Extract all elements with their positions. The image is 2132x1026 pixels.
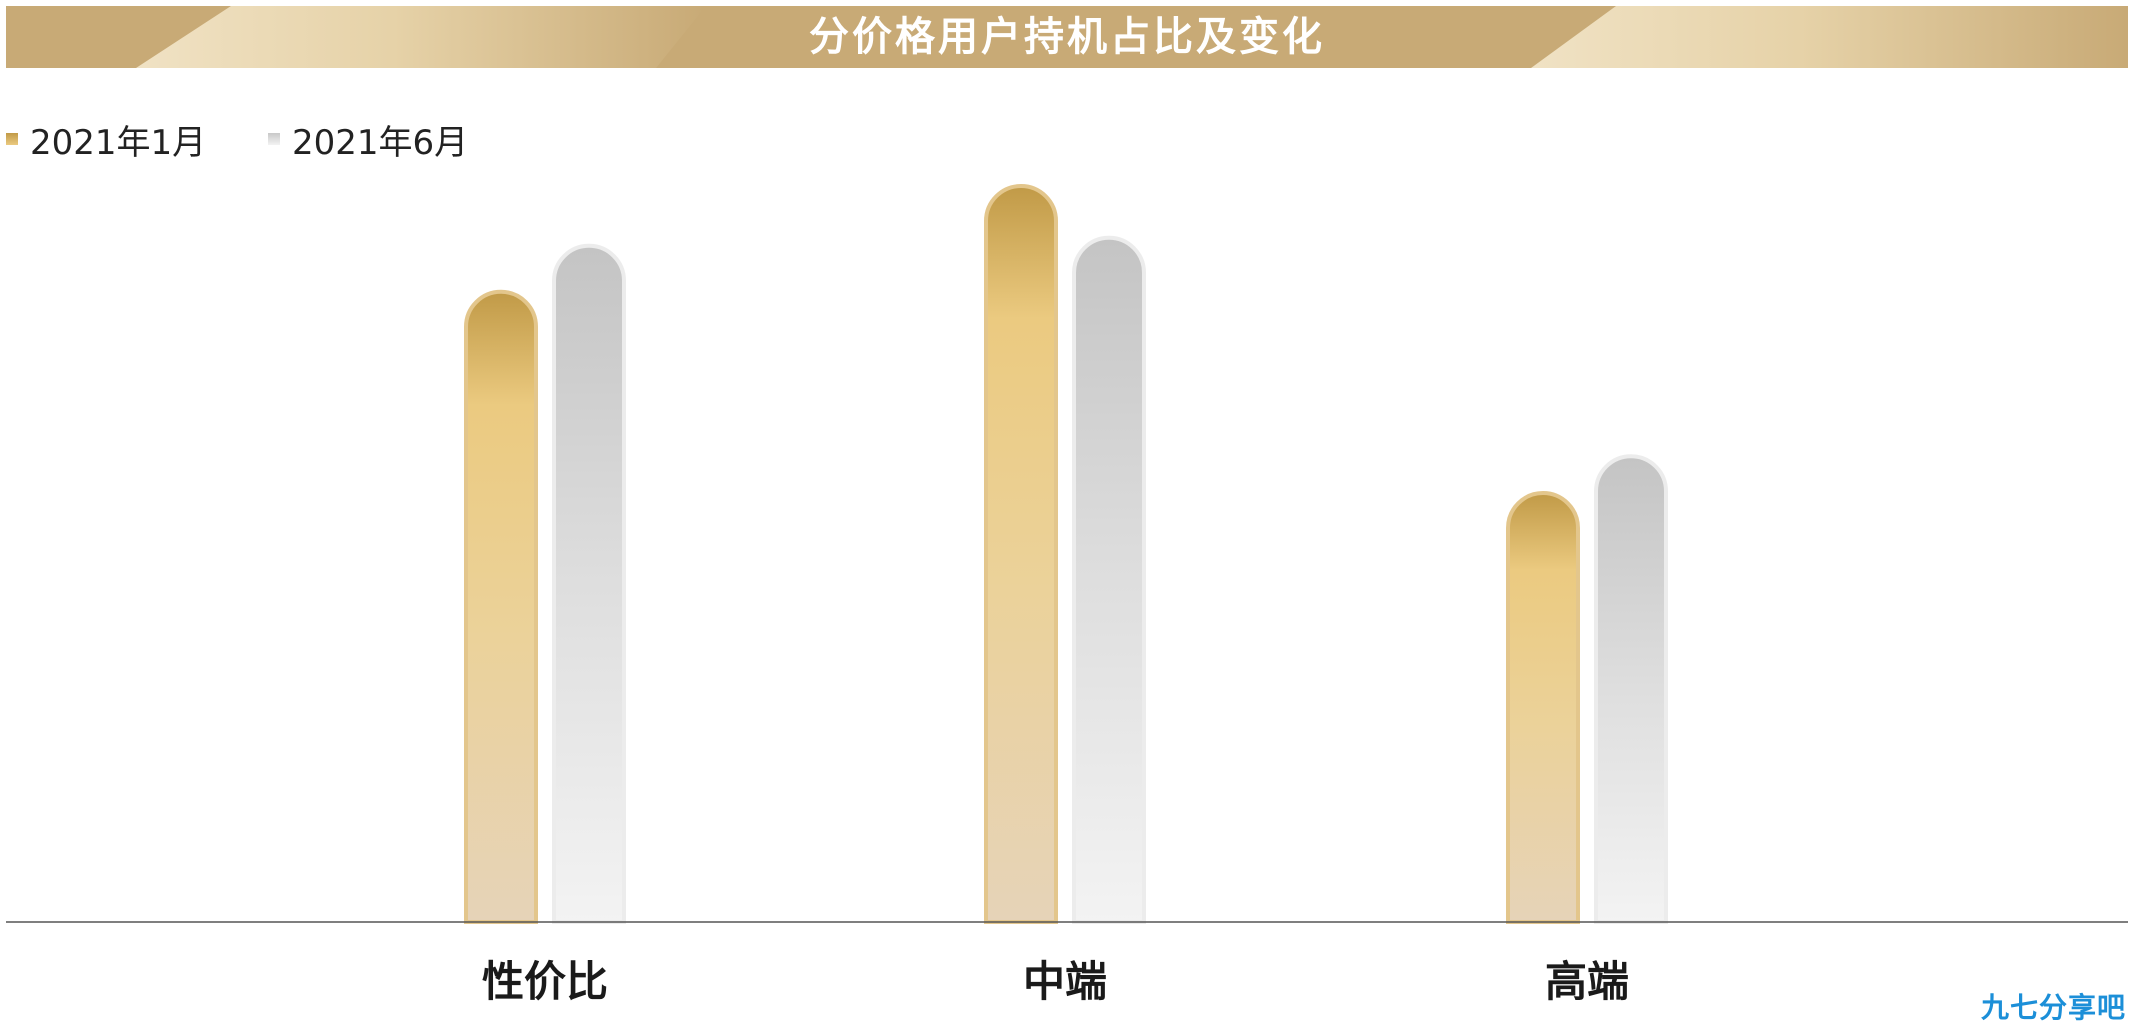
legend-label-jan: 2021年1月 xyxy=(30,122,207,163)
legend-item-jun: 2021年6月 xyxy=(268,114,468,164)
legend-swatch-jan-icon xyxy=(6,133,18,145)
title-banner: 分价格用户持机占比及变化 xyxy=(6,6,2128,68)
bar-jun-0 xyxy=(552,243,626,924)
bar-jan-1 xyxy=(984,184,1058,924)
legend-swatch-jun-icon xyxy=(268,133,280,145)
bar-jan-2 xyxy=(1506,491,1580,924)
x-tick-label-0: 性价比 xyxy=(482,957,608,1006)
watermark-logo: 九七分享吧 xyxy=(1980,991,2126,1024)
legend-label-jun: 2021年6月 xyxy=(292,122,469,163)
chart-title: 分价格用户持机占比及变化 xyxy=(809,14,1325,60)
title-banner-decoration xyxy=(136,6,2128,68)
bar-jun-1 xyxy=(1072,235,1146,924)
bar-jan-0 xyxy=(464,289,538,924)
bar-jun-2 xyxy=(1594,454,1668,924)
legend-item-jan: 2021年1月 xyxy=(6,114,206,164)
x-tick-label-1: 中端 xyxy=(1023,957,1107,1006)
x-tick-label-2: 高端 xyxy=(1545,957,1629,1006)
